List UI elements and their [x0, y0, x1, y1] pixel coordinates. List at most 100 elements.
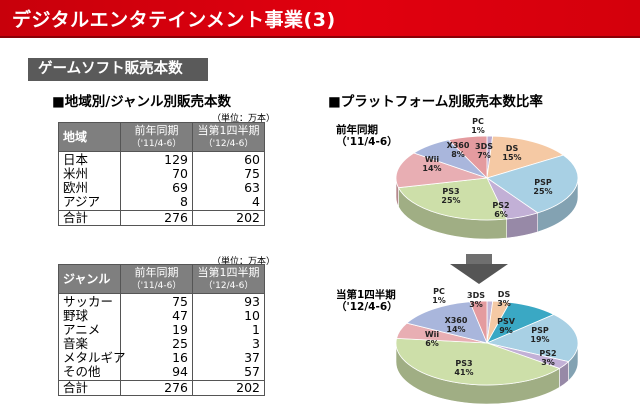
pie-label: PS2 [539, 349, 556, 358]
pie-pct: 1% [432, 296, 446, 305]
row-prev-value: 47 [120, 309, 193, 323]
total-row: 合計 276 202 [58, 380, 265, 396]
table-row: 米州 70 75 [58, 167, 265, 181]
row-curr-value: 37 [192, 351, 265, 365]
chart-2-title-block: 当第1四半期 （'12/4-6） [336, 289, 398, 313]
table-row: サッカー 75 93 [58, 293, 265, 309]
row-curr-value: 4 [192, 195, 265, 211]
genre-table-label: ジャンル [58, 264, 121, 294]
section-label: ゲームソフト販売本数 [28, 58, 208, 81]
table-row: アジア 8 4 [58, 195, 265, 211]
pie-slice-3ds [447, 135, 488, 179]
platform-heading: ■プラットフォーム別販売本数比率 [328, 94, 543, 110]
row-name: 米州 [58, 167, 121, 181]
genre-col-curr: 当第1四半期 [192, 264, 265, 280]
region-col-curr-range: （'12/4-6） [192, 138, 265, 152]
region-unit-label: （単位：万本） [212, 114, 276, 124]
pie-label: Wii [425, 155, 440, 164]
row-curr-value: 75 [192, 167, 265, 181]
table-row: アニメ 19 1 [58, 323, 265, 337]
pie-pct: 25% [533, 187, 552, 196]
pie-chart-prev: PC1%DS15%PSP25%PS26%PS325%Wii14%X3608%3D… [395, 117, 579, 240]
page-title: デジタルエンタテインメント事業(3) [12, 9, 336, 31]
region-genre-heading: ■地域別/ジャンル別販売本数 [52, 94, 232, 110]
row-curr-value: 10 [192, 309, 265, 323]
title-underline [0, 36, 640, 38]
table-row: 音楽 25 3 [58, 337, 265, 351]
pie-pct: 14% [446, 325, 465, 334]
pie-pct: 7% [477, 151, 491, 160]
row-name: その他 [58, 365, 121, 381]
pie-pct: 3% [497, 299, 511, 308]
pie-label: 3DS [475, 142, 493, 151]
pie-label: X360 [445, 316, 468, 325]
table-row: メタルギア 16 37 [58, 351, 265, 365]
row-name: アジア [58, 195, 121, 211]
total-name: 合計 [58, 380, 121, 396]
genre-col-prev: 前年同期 [120, 264, 193, 280]
pie-pct: 1% [471, 126, 485, 135]
row-prev-value: 19 [120, 323, 193, 337]
pie-pct: 9% [499, 326, 513, 335]
pie-pct: 19% [530, 335, 549, 344]
total-prev-value: 276 [120, 210, 193, 226]
pie-label: X360 [447, 141, 470, 150]
table-row: その他 94 57 [58, 365, 265, 381]
row-prev-value: 25 [120, 337, 193, 351]
row-name: メタルギア [58, 351, 126, 365]
pie-pct: 3% [541, 358, 555, 367]
row-curr-value: 63 [192, 181, 265, 195]
total-row: 合計 276 202 [58, 210, 265, 226]
pie-pct: 8% [451, 150, 465, 159]
pie-label: PC [433, 287, 445, 296]
chart-1-title-block: 前年同期 （'11/4-6） [336, 124, 398, 148]
genre-col-prev-range: （'11/4-6） [120, 280, 193, 294]
row-curr-value: 57 [192, 365, 265, 381]
pie-label: PS2 [492, 201, 509, 210]
chart-1-subtitle: （'11/4-6） [336, 136, 398, 148]
genre-col-curr-range: （'12/4-6） [192, 280, 265, 294]
pie-label: PS3 [455, 359, 472, 368]
table-row: 野球 47 10 [58, 309, 265, 323]
pie-label: PSP [531, 326, 549, 335]
pie-label: Wii [425, 330, 440, 339]
chart-2-title: 当第1四半期 [336, 289, 396, 301]
pie-pct: 14% [422, 164, 441, 173]
pie-pct: 6% [425, 339, 439, 348]
genre-unit-label: （単位：万本） [212, 257, 276, 267]
total-curr-value: 202 [192, 380, 265, 396]
pie-slice-psp [486, 154, 579, 214]
pie-slice-ps3 [395, 337, 561, 386]
row-curr-value: 1 [192, 323, 265, 337]
down-arrow-icon [450, 254, 508, 284]
region-col-curr: 当第1四半期 [192, 122, 265, 138]
chart-1-title: 前年同期 [336, 124, 378, 136]
pie-slice-ds [486, 135, 565, 179]
row-curr-value: 3 [192, 337, 265, 351]
pie-pct: 15% [502, 153, 521, 162]
pie-label: PC [472, 117, 484, 126]
genre-sales-table: ジャンル 前年同期 当第1四半期 （'11/4-6） （'12/4-6） サッカ… [58, 264, 265, 396]
pie-label: PS3 [442, 187, 459, 196]
pie-pct: 25% [441, 196, 460, 205]
row-curr-value: 60 [192, 151, 265, 167]
pie-slice-x360 [405, 301, 488, 344]
pie-label: PSV [497, 317, 516, 326]
pie-pct: 6% [494, 210, 508, 219]
pie-slice-3ds [469, 300, 488, 344]
row-name: アニメ [58, 323, 121, 337]
row-prev-value: 129 [120, 151, 193, 167]
region-sales-table: 地域 前年同期 当第1四半期 （'11/4-6） （'12/4-6） 日本 129… [58, 122, 265, 226]
region-col-prev-range: （'11/4-6） [120, 138, 193, 152]
pie-label: 3DS [467, 291, 485, 300]
pie-slice-wii [395, 152, 488, 189]
total-name: 合計 [58, 210, 121, 226]
pie-label: PSP [534, 178, 552, 187]
pie-pct: 3% [469, 300, 483, 309]
title-bar: デジタルエンタテインメント事業(3) [0, 0, 640, 36]
total-curr-value: 202 [192, 210, 265, 226]
table-row: 欧州 69 63 [58, 181, 265, 195]
row-prev-value: 75 [120, 293, 193, 309]
row-prev-value: 69 [120, 181, 193, 195]
